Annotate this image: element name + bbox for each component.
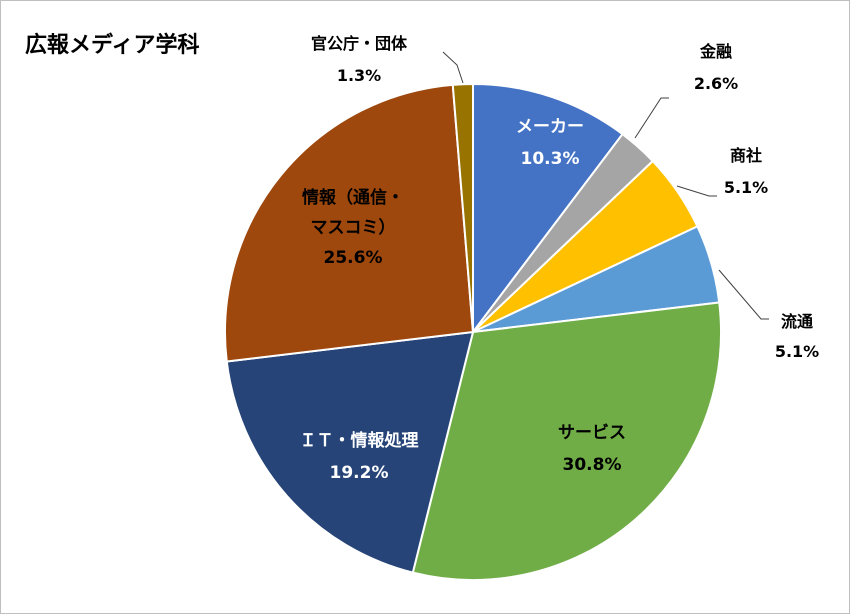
slice-label-media: マスコミ） bbox=[311, 217, 396, 238]
pie-slice-media bbox=[224, 83, 475, 363]
slice-value-service: 30.8% bbox=[563, 455, 622, 475]
leader-lines-layer bbox=[442, 51, 769, 320]
slice-value-it: 19.2% bbox=[330, 463, 389, 483]
leader-line-gov bbox=[442, 51, 464, 84]
slices-layer bbox=[224, 82, 722, 581]
slice-value-media: 25.6% bbox=[324, 248, 383, 268]
slice-label-maker: メーカー bbox=[516, 117, 584, 137]
chart-title: 広報メディア学科 bbox=[25, 32, 199, 58]
slice-label-it: ＩＴ・情報処理 bbox=[300, 430, 419, 451]
pie-slice-it bbox=[225, 330, 475, 574]
data-label-gov: 官公庁・団体 1.3% bbox=[311, 34, 408, 85]
slice-value-maker: 10.3% bbox=[521, 149, 580, 169]
pie-slice-service bbox=[411, 301, 722, 581]
data-label-finance: 金融 2.6% bbox=[694, 42, 738, 93]
leader-line-retail bbox=[718, 269, 769, 320]
slice-label-finance: 金融 bbox=[699, 42, 732, 61]
data-label-service: サービス 30.8% bbox=[558, 423, 626, 475]
data-label-it: ＩＴ・情報処理 19.2% bbox=[300, 430, 419, 483]
slice-value-trading: 5.1% bbox=[724, 178, 768, 197]
slice-value-finance: 2.6% bbox=[694, 74, 738, 93]
data-label-trading: 商社 5.1% bbox=[724, 146, 768, 197]
slice-value-retail: 5.1% bbox=[775, 342, 819, 361]
data-label-media: 情報（通信・マスコミ） 25.6% bbox=[302, 187, 404, 268]
slice-label-gov: 官公庁・団体 bbox=[311, 34, 408, 53]
slice-label-media: 情報（通信・ bbox=[302, 187, 404, 208]
pie-slice-maker bbox=[472, 82, 624, 335]
slice-value-gov: 1.3% bbox=[337, 66, 381, 85]
leader-line-trading bbox=[676, 185, 717, 197]
data-label-maker: メーカー 10.3% bbox=[516, 117, 584, 169]
slice-label-service: サービス bbox=[558, 423, 626, 443]
data-label-retail: 流通 5.1% bbox=[775, 312, 819, 361]
pie-slice-gov bbox=[451, 82, 474, 333]
slice-label-trading: 商社 bbox=[730, 146, 762, 165]
leader-line-finance bbox=[634, 97, 669, 139]
slice-label-retail: 流通 bbox=[781, 312, 813, 331]
data-labels-layer: メーカー 10.3% 金融 2.6% 商社 5.1% 流通 5.1% サービス 30.8% ＩＴ・情… bbox=[300, 34, 820, 483]
